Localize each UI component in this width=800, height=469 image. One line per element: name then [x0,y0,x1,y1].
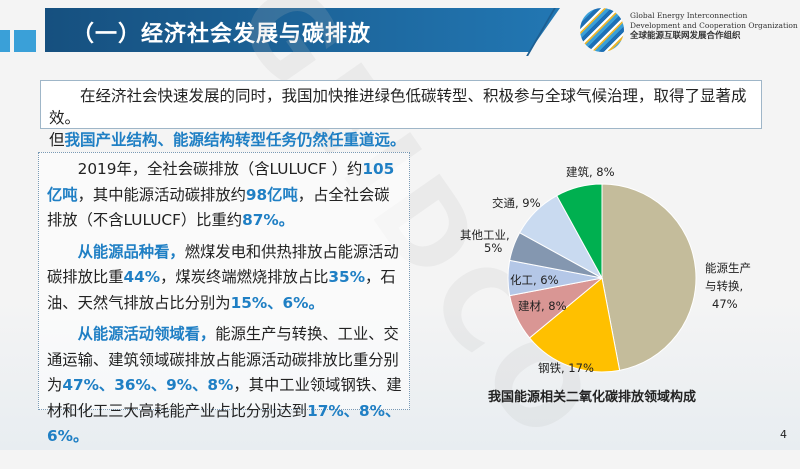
pie-slice-6 [556,183,603,279]
text: ，其中工业领域钢铁、建材和化工三大高耗能产业占比分别达到 [47,376,402,420]
org-name-en-1: Global Energy Interconnection [630,11,748,20]
summary-box: 2019年，全社会碳排放（含LULUCF ）约105亿吨，其中能源活动碳排放约9… [38,152,410,445]
decor-square [14,30,36,52]
pie-label: 钢铁, 17% [538,361,594,375]
org-name: Global Energy Interconnection Developmen… [630,11,798,41]
pie-label: 建材, 8% [518,299,567,313]
highlight: 105亿吨 [47,160,395,204]
intro-box: 在经济社会快速发展的同时，我国加快推进绿色低碳转型、积极参与全球气候治理，取得了… [40,80,762,149]
pie-label: 化工, 6% [510,273,559,287]
highlight: 从能源品种看， [77,242,185,261]
pie-label: 交通, 9% [492,196,541,210]
intro-prefix: 但 [49,131,65,149]
page-number: 4 [780,428,787,441]
highlight: 35% [328,268,366,286]
org-name-cn: 全球能源互联网发展合作组织 [630,31,741,41]
decor-square [0,30,10,52]
pie-label: 47% [712,297,738,311]
org-name-en-2: Development and Cooperation Organization [630,21,798,30]
highlight: 87%。 [242,211,294,229]
text: ，石油、天然气排放占比分别为 [47,268,396,312]
paragraph-sectors: 从能源活动领域看，能源生产与转换、工业、交通运输、建筑领域碳排放占能源活动碳排放… [47,322,403,450]
pie-slice-0 [601,183,697,371]
pie-label: 与转换, [705,279,743,293]
pie-label: 建筑, 8% [566,165,615,179]
highlight: 44% [123,268,161,286]
paragraph-energy-type: 从能源品种看，燃煤发电和供热排放占能源活动碳排放比重44%，煤炭终端燃烧排放占比… [47,240,403,317]
pie-chart: 能源生产与转换, 47% 钢铁, 17% 建材, 8% 化工, 6% 其他工业,5% 交通,… [460,165,751,375]
highlight: 17%、8%、6%。 [47,401,401,446]
highlight: 15%、6%。 [230,293,324,312]
text: ，煤炭终端燃烧排放占比 [160,268,329,286]
title-band [45,8,560,52]
highlight: 98亿吨 [245,185,298,204]
pie-label: 其他工业, [460,228,510,242]
pie-slice-1 [528,277,621,373]
highlight: 从能源活动领域看， [77,325,216,343]
geidco-logo-icon [580,8,624,52]
text: ，其中能源活动碳排放约 [77,185,246,204]
text: 2019年，全社会碳排放（含LULUCF ）约 [77,160,363,178]
paragraph-emissions: 2019年，全社会碳排放（含LULUCF ）约105亿吨，其中能源活动碳排放约9… [47,157,403,234]
text: 能源生产与转换、工业、交通运输、建筑领域碳排放占能源活动碳排放比重分别为 [47,325,399,394]
chart-title: 我国能源相关二氧化碳排放领域构成 [488,390,697,405]
intro-highlight: 我国产业结构、能源结构转型任务仍然任重道远。 [64,131,406,149]
text: 燃煤发电和供热排放占能源活动碳排放比重 [47,242,399,287]
intro-line: 在经济社会快速发展的同时，我国加快推进绿色低碳转型、积极参与全球气候治理，取得了… [49,87,747,127]
intro-line-2: 但我国产业结构、能源结构转型任务仍然任重道远。 [49,129,753,151]
highlight: 47%、36%、9%、8% [62,376,234,394]
page-title: （一）经济社会发展与碳排放 [72,22,372,47]
pie-label: 能源生产 [705,261,751,275]
pie-label: 5% [484,241,502,255]
text: ，占全社会碳排放（不含LULUCF）比重约 [47,185,390,230]
